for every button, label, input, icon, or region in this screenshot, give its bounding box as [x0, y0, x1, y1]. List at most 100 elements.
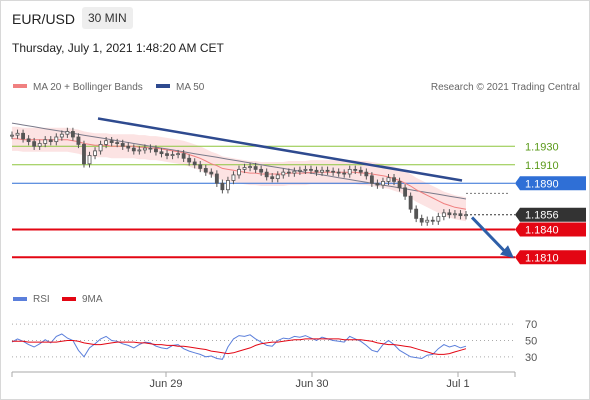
- candle-body: [176, 153, 181, 156]
- candle-body: [48, 139, 53, 143]
- resistance-trendline: [97, 117, 463, 182]
- candle-body: [464, 214, 468, 217]
- candle-body: [369, 175, 374, 184]
- timestamp: Thursday, July 1, 2021 1:48:20 AM CET: [12, 41, 224, 55]
- ma50-legend-swatch: [156, 84, 170, 88]
- level-tag-1-1890: [515, 176, 586, 191]
- x-tick-label: Jun 29: [149, 378, 182, 390]
- candle-body: [109, 140, 114, 143]
- candle-body: [192, 161, 197, 166]
- plot-area: 1.1930 1.1910 1.1890 1.1856 1.1840 1.1810 70 50…: [10, 117, 586, 390]
- candle-body: [154, 148, 158, 153]
- forecast-arrow-shaft: [470, 216, 508, 254]
- candle-body: [131, 147, 136, 152]
- level-label-1-1810: 1.1810: [525, 252, 559, 264]
- candle-body: [59, 133, 64, 138]
- timeframe-button[interactable]: 30 MIN: [82, 7, 133, 29]
- candle-body: [187, 157, 192, 163]
- candle-body: [392, 177, 396, 182]
- level-label-1-1890: 1.1890: [525, 178, 559, 190]
- candle-body: [115, 142, 120, 144]
- candle-body: [142, 147, 147, 151]
- level-tag-1-1856: [515, 207, 586, 222]
- candle-body: [414, 208, 419, 219]
- candle-body: [325, 169, 330, 172]
- candle-body: [137, 149, 142, 152]
- candle-body: [242, 167, 247, 170]
- candle-body: [386, 177, 391, 182]
- candle-body: [275, 174, 280, 180]
- rsi-tick-label: 50: [525, 336, 537, 348]
- candle-body: [126, 145, 131, 149]
- candle-body: [259, 168, 264, 173]
- level-tag-1-1840: [515, 222, 586, 237]
- ma50-line: [11, 122, 467, 200]
- rsi-legend-swatch: [13, 297, 27, 301]
- candle-body: [203, 168, 208, 173]
- candle-body: [214, 173, 219, 184]
- candle-body: [93, 150, 97, 156]
- candle-body: [453, 213, 457, 216]
- rsi-tick-label: 30: [525, 352, 537, 364]
- credit-text: Research © 2021 Trading Central: [431, 82, 580, 93]
- level-label-1-1930: 1.1930: [525, 141, 559, 153]
- candle-body: [226, 180, 230, 191]
- candle-body: [65, 131, 70, 135]
- level-label-1-1910: 1.1910: [525, 160, 559, 172]
- candle-body: [54, 136, 59, 143]
- ma9-legend-label: 9MA: [82, 294, 103, 305]
- candle-body: [270, 176, 275, 180]
- rsi-legend-label: RSI: [33, 294, 50, 305]
- candle-body: [165, 153, 169, 156]
- candle-body: [198, 164, 203, 169]
- candle-body: [347, 168, 352, 175]
- ma20-legend-swatch: [13, 84, 27, 88]
- candle-body: [120, 143, 125, 147]
- candle-body: [353, 168, 358, 171]
- candle-body: [264, 171, 269, 178]
- candle-body: [408, 195, 413, 210]
- forecast-arrow-head: [500, 245, 514, 259]
- candle-body: [37, 143, 42, 147]
- candle-body: [104, 140, 109, 145]
- pair-title: EUR/USD: [12, 11, 76, 27]
- ma50-legend-label: MA 50: [176, 82, 205, 93]
- candle-body: [292, 170, 297, 174]
- candle-body: [15, 132, 20, 136]
- x-tick-label: Jun 30: [295, 378, 328, 390]
- candle-body: [297, 169, 302, 172]
- rsi-ma-line: [12, 338, 467, 355]
- candle-body: [209, 171, 214, 175]
- candle-body: [76, 136, 81, 145]
- candle-body: [253, 166, 258, 170]
- candle-body: [419, 217, 424, 223]
- candle-body: [430, 219, 435, 222]
- candle-body: [303, 168, 308, 171]
- candle-body: [26, 138, 31, 143]
- candle-body: [21, 132, 25, 140]
- level-label-1-1856: 1.1856: [525, 210, 559, 222]
- candle-body: [248, 166, 252, 169]
- candle-body: [320, 169, 324, 173]
- candle-body: [286, 171, 291, 174]
- candle-body: [309, 168, 313, 171]
- candle-body: [148, 147, 153, 150]
- candle-body: [403, 187, 408, 197]
- ma20-legend-label: MA 20 + Bollinger Bands: [33, 82, 143, 93]
- candle-body: [358, 169, 363, 173]
- level-tag-1-1810: [515, 250, 586, 265]
- candle-body: [436, 216, 441, 222]
- candle-body: [87, 155, 92, 165]
- candle-body: [331, 170, 336, 173]
- ma9-legend-swatch: [62, 297, 76, 301]
- main-legend: MA 20 + Bollinger Bands MA 50 Research ©…: [13, 82, 580, 93]
- candle-body: [170, 154, 175, 156]
- candle-body: [425, 219, 430, 223]
- candle-body: [281, 171, 286, 176]
- candle-body: [231, 174, 236, 181]
- candle-body: [375, 182, 380, 186]
- candle-body: [447, 212, 452, 216]
- x-tick-label: Jul 1: [446, 378, 469, 390]
- candle-body: [82, 143, 86, 165]
- candle-body: [397, 180, 402, 189]
